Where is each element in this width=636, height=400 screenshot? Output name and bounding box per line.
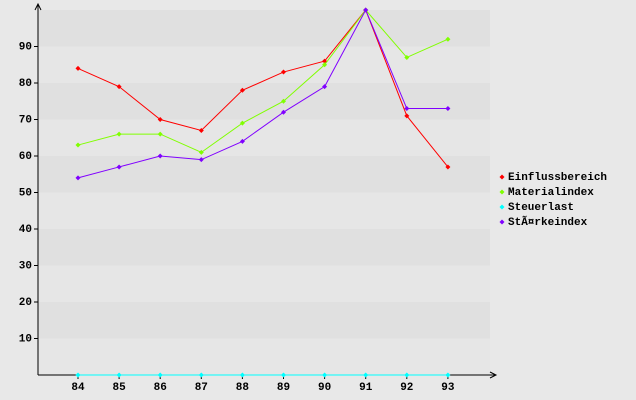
grid-band [38,338,490,375]
y-tick-label: 30 [19,260,32,272]
y-tick-label: 20 [19,297,32,309]
point [322,62,328,68]
point [445,106,451,112]
x-tick-label: 85 [112,382,126,394]
point [198,157,204,163]
point [116,84,122,90]
grid-band [38,192,490,229]
x-axis-arrow [489,371,498,379]
point [281,109,286,115]
point [198,149,204,155]
point [157,153,163,159]
point [116,164,122,170]
point [281,372,286,378]
x-tick-label: 90 [318,382,331,394]
y-tick-label: 90 [19,41,32,53]
y-tick-label: 10 [19,333,32,345]
point [239,87,245,93]
grid-band [38,156,490,193]
point [75,142,81,148]
x-tick-label: 87 [195,382,208,394]
point [239,120,245,126]
point [281,98,286,104]
grid-band [38,46,490,83]
point [445,36,451,42]
series-line [77,9,449,153]
x-tick-label: 91 [359,382,373,394]
x-tick-label: 93 [441,382,455,394]
point [363,372,369,378]
point [239,372,245,378]
point [157,117,163,122]
legend-marker [499,189,505,195]
legend-marker [499,174,505,180]
point [404,106,410,112]
point [281,69,286,75]
point [404,54,410,60]
legend-marker [499,219,505,225]
legend-label: Einflussbereich [508,172,607,184]
y-tick-label: 40 [19,224,32,236]
point [157,372,163,378]
point [116,372,122,378]
point [404,372,410,378]
point [75,175,81,181]
x-tick-label: 86 [154,382,167,394]
point [198,127,204,133]
point [75,65,81,71]
y-tick-label: 60 [19,151,32,163]
grid-band [38,265,490,302]
grid-band [38,10,490,47]
point [445,372,451,378]
grid-band [38,302,490,339]
point [445,164,451,170]
point [116,131,122,137]
legend-label: Steuerlast [508,202,574,214]
y-tick-label: 70 [19,114,32,126]
x-tick-label: 92 [400,382,413,394]
legend-label: StÃ¤rkeindex [508,215,588,229]
point [157,131,163,137]
point [198,372,204,378]
legend-label: Materialindex [508,187,594,199]
x-tick-label: 89 [277,382,290,394]
series-line [77,8,448,179]
point [322,372,328,378]
y-axis-arrow [34,2,42,11]
point [363,7,369,13]
x-tick-label: 88 [236,382,250,394]
point [404,113,410,119]
series-line [77,9,449,168]
point [239,138,245,144]
y-tick-label: 80 [19,78,32,90]
point [75,372,81,378]
point [322,84,328,90]
y-tick-label: 50 [19,187,32,199]
x-tick-label: 84 [71,382,85,394]
grid-band [38,83,490,120]
legend-marker [499,204,505,210]
grid-band [38,229,490,266]
